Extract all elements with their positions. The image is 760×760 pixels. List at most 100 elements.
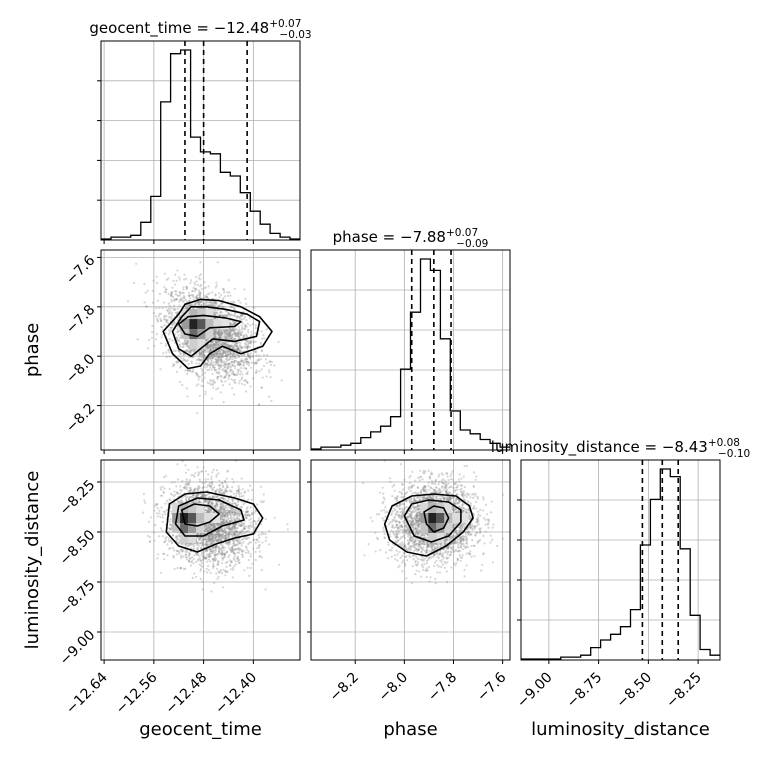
- sample-point: [260, 523, 263, 526]
- sample-point: [247, 364, 251, 367]
- sample-point: [211, 383, 215, 386]
- sample-point: [231, 533, 234, 536]
- sample-point: [206, 359, 210, 362]
- sample-point: [196, 301, 200, 304]
- sample-point: [195, 543, 198, 547]
- sample-point: [225, 348, 228, 351]
- sample-point: [188, 560, 191, 563]
- sample-point: [237, 333, 240, 336]
- sample-point: [199, 273, 202, 276]
- sample-point: [229, 328, 232, 331]
- sample-point: [232, 557, 235, 560]
- sample-point: [208, 344, 212, 347]
- sample-point: [209, 379, 212, 382]
- sample-point: [211, 356, 214, 359]
- sample-point: [186, 306, 189, 309]
- sample-point: [226, 330, 229, 333]
- sample-point: [220, 335, 223, 338]
- sample-point: [215, 530, 218, 533]
- sample-point: [215, 340, 218, 343]
- sample-point: [191, 371, 194, 374]
- sample-point: [235, 328, 238, 331]
- sample-point: [227, 334, 230, 337]
- sample-point: [210, 383, 213, 386]
- sample-point: [228, 374, 231, 377]
- sample-point: [238, 328, 241, 331]
- sample-point: [235, 332, 238, 335]
- sample-point: [219, 568, 223, 572]
- sample-point: [189, 369, 192, 373]
- sample-point: [231, 486, 234, 489]
- sample-point: [239, 540, 242, 543]
- sample-point: [217, 343, 220, 346]
- sample-point: [212, 361, 215, 364]
- sample-point: [158, 313, 161, 316]
- sample-point: [233, 526, 236, 530]
- sample-point: [204, 524, 207, 527]
- sample-point: [226, 350, 229, 353]
- sample-point: [217, 545, 221, 548]
- sample-point: [222, 349, 225, 352]
- sample-point: [244, 342, 247, 345]
- sample-point: [212, 539, 215, 542]
- sample-point: [208, 526, 211, 529]
- panel-title-phase: phase = −7.88+0.07 −0.09: [333, 227, 489, 250]
- sample-point: [226, 513, 229, 517]
- sample-point: [200, 303, 203, 307]
- sample-point: [213, 311, 216, 314]
- sample-point: [209, 560, 212, 563]
- sample-point: [236, 348, 239, 352]
- sample-point: [196, 294, 199, 297]
- sample-point: [199, 300, 202, 303]
- sample-point: [227, 527, 230, 530]
- sample-point: [223, 330, 226, 334]
- sample-point: [172, 546, 175, 550]
- sample-point: [216, 504, 219, 507]
- sample-point: [240, 349, 243, 352]
- sample-point: [228, 537, 231, 540]
- sample-point: [229, 520, 232, 523]
- sample-point: [225, 343, 228, 346]
- sample-point: [176, 566, 179, 570]
- sample-point: [196, 547, 199, 550]
- sample-point: [178, 276, 181, 279]
- sample-point: [178, 552, 181, 555]
- sample-point: [225, 373, 228, 377]
- sample-point: [157, 315, 160, 318]
- sample-point: [211, 502, 214, 505]
- sample-point: [213, 380, 216, 383]
- sample-point: [234, 502, 237, 505]
- sample-point: [205, 295, 208, 298]
- sample-point: [264, 358, 267, 361]
- sample-point: [197, 300, 200, 303]
- sample-point: [215, 284, 218, 287]
- sample-point: [225, 565, 228, 569]
- sample-point: [167, 349, 170, 352]
- sample-point: [211, 483, 214, 486]
- sample-point: [216, 358, 219, 361]
- sample-point: [214, 344, 217, 347]
- sample-point: [214, 304, 217, 307]
- sample-point: [229, 568, 232, 571]
- sample-point: [231, 499, 234, 502]
- sample-point: [191, 294, 194, 298]
- sample-point: [180, 548, 183, 551]
- sample-point: [217, 355, 220, 359]
- sample-point: [254, 324, 257, 327]
- sample-point: [224, 358, 227, 361]
- sample-point: [165, 535, 168, 539]
- sample-point: [218, 571, 221, 574]
- sample-point: [167, 307, 170, 310]
- sample-point: [182, 286, 185, 289]
- sample-point: [211, 354, 214, 357]
- sample-point: [220, 547, 223, 551]
- sample-point: [233, 530, 236, 534]
- sample-point: [217, 356, 220, 359]
- sample-point: [238, 491, 241, 494]
- sample-point: [218, 335, 221, 338]
- sample-point: [175, 361, 178, 364]
- sample-point: [223, 553, 226, 556]
- sample-point: [202, 303, 205, 306]
- sample-point: [215, 344, 218, 347]
- sample-point: [214, 381, 217, 384]
